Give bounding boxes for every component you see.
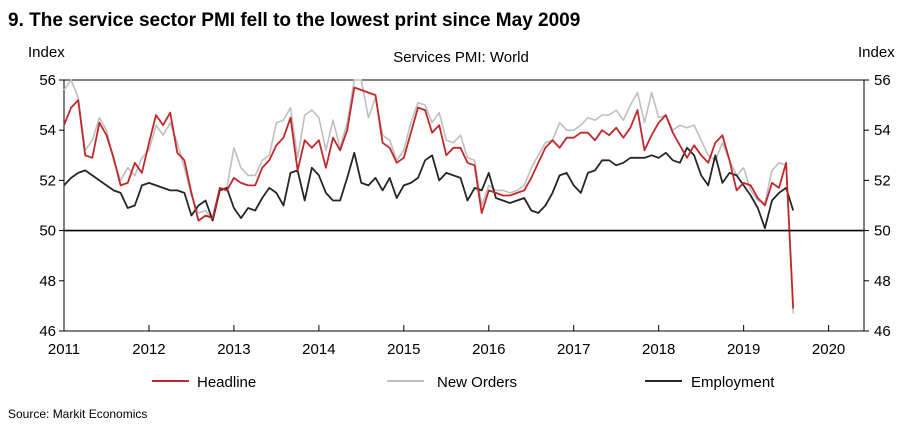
y-tick-label-right: 54 [874,122,891,139]
axes: 46 46 48 48 50 50 52 52 54 54 56 56 2011 2012 2013 2014… [39,72,890,358]
y-axis-label-left: Index [28,44,65,61]
chart-subtitle: Services PMI: World [393,49,529,66]
x-tick-label: 2013 [217,341,250,358]
y-axis-label-right: Index [858,44,895,61]
x-tick-label: 2015 [387,341,420,358]
y-tick-label-left: 52 [39,172,56,189]
series-line-employment [63,146,795,230]
series-lines [63,79,795,314]
y-tick-label-right: 50 [874,223,891,240]
x-tick-label: 2017 [557,341,590,358]
x-tick-label: 2020 [812,341,845,358]
y-tick-label-right: 48 [874,273,891,290]
legend: Headline New Orders Employment [152,374,775,391]
legend-label-employment: Employment [691,374,775,391]
y-tick-label-left: 46 [39,323,56,340]
y-tick-label-right: 56 [874,72,891,89]
legend-label-new-orders: New Orders [437,374,517,391]
y-tick-label-right: 52 [874,172,891,189]
series-line-new-orders [63,79,794,314]
x-tick-label: 2012 [132,341,165,358]
y-tick-label-left: 56 [39,72,56,89]
x-tick-label: 2014 [302,341,335,358]
x-tick-label: 2019 [727,341,760,358]
chart-title: 9. The service sector PMI fell to the lo… [8,10,580,31]
plot-frame [63,79,865,332]
x-tick-label: 2011 [48,341,80,358]
y-tick-label-left: 50 [39,223,56,240]
y-tick-label-left: 48 [39,273,56,290]
y-tick-label-right: 46 [874,323,891,340]
legend-label-headline: Headline [197,374,256,391]
x-tick-label: 2018 [642,341,675,358]
source-note: Source: Markit Economics [8,407,147,421]
x-tick-label: 2016 [472,341,505,358]
y-tick-label-left: 54 [39,122,56,139]
series-line-headline [63,86,795,309]
